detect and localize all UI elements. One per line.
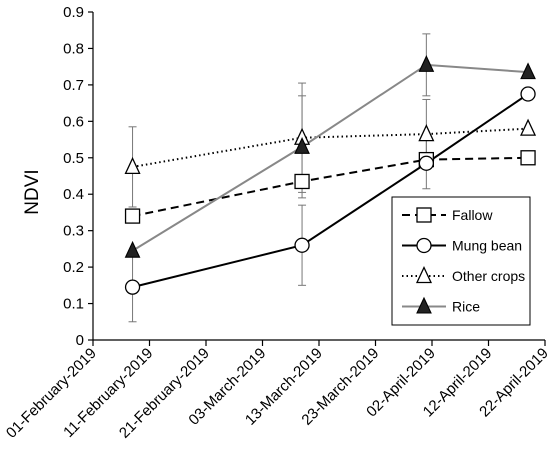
y-tick-label: 0.7: [63, 77, 84, 94]
y-tick-label: 0.9: [63, 4, 84, 21]
legend-box: [391, 196, 531, 326]
y-tick-label: 0.8: [63, 40, 84, 57]
y-tick-label: 0.4: [63, 186, 84, 203]
x-tick-labels: 01-February-201911-February-201921-Febru…: [3, 345, 550, 442]
axes: [88, 11, 546, 346]
legend-marker-fallow: [416, 207, 432, 223]
y-tick-label: 0: [76, 332, 84, 349]
data-point-rice: [520, 62, 536, 80]
y-tick-label: 0.5: [63, 150, 84, 167]
legend-label-other-crops: Other crops: [452, 268, 525, 284]
y-tick-labels: 0 0.1 0.2 0.3 0.4 0.5 0.6 0.7 0.8 0.9: [63, 4, 84, 349]
data-point-mung-bean: [124, 279, 141, 295]
data-point-mung-bean: [418, 155, 435, 171]
data-point-mung-bean: [294, 237, 310, 253]
legend-label-fallow: Fallow: [452, 207, 493, 223]
data-point-other-crops: [418, 124, 435, 142]
legend-marker-other-crops: [415, 265, 433, 284]
data-point-other-crops: [124, 156, 141, 175]
series-lines: [132, 63, 529, 289]
series-markers: [124, 55, 537, 295]
series-line-mung-bean: [132, 93, 529, 289]
data-point-rice: [418, 55, 435, 72]
y-tick-label: 0.1: [63, 296, 84, 313]
data-point-rice: [124, 240, 141, 258]
legend-label-mung-bean: Mung bean: [452, 238, 522, 254]
data-point-fallow: [520, 150, 536, 166]
y-tick-label: 0.2: [63, 259, 84, 276]
error-bars: [128, 33, 431, 323]
data-point-other-crops: [520, 118, 537, 136]
data-point-fallow: [124, 208, 141, 224]
series-line-fallow: [132, 156, 529, 218]
series-line-rice: [132, 63, 529, 252]
legend-marker-mung-bean: [416, 237, 432, 254]
y-axis-title: NDVI: [22, 169, 43, 214]
legend-label-rice: Rice: [452, 299, 480, 315]
legend: Fallow Mung bean Other crops Rice: [391, 196, 531, 326]
series-line-other-crops: [132, 127, 529, 168]
y-tick-label: 0.6: [63, 113, 84, 130]
data-point-fallow: [294, 173, 310, 190]
data-point-mung-bean: [520, 86, 536, 102]
legend-marker-rice: [416, 296, 432, 314]
data-point-rice: [294, 137, 310, 154]
y-tick-label: 0.3: [63, 223, 84, 240]
